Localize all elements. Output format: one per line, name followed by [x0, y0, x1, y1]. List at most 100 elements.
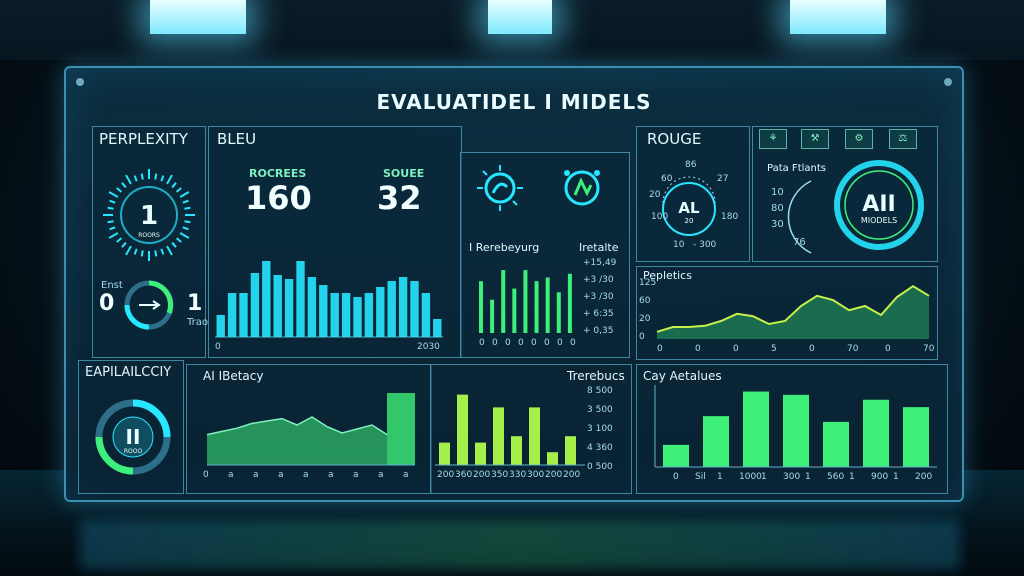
- gauge-tick: [175, 187, 182, 193]
- gauge-tick: [160, 248, 165, 255]
- perplexity-line-panel: Pepletics 125 60 20 0 0 0 0 5 0 70 0 70: [636, 266, 938, 360]
- models-side-tick-3: 30: [771, 219, 784, 230]
- throughput-bar: [547, 452, 558, 465]
- accuracy-line: [206, 416, 388, 436]
- custom-metrics-bar: [663, 444, 689, 467]
- bleu-bar: [227, 293, 237, 337]
- gauge-tick: [116, 187, 123, 193]
- gauge-tick: [107, 206, 114, 210]
- custom-metrics-x-tick: 1000: [739, 472, 762, 482]
- perplexity-line-x-tick: 0: [657, 344, 663, 354]
- custom-metrics-bar-chart: 0 Sil 1 1000 1 300 1 560 1 900 1 200: [654, 385, 937, 482]
- perplexity-line-x-tick: 0: [695, 344, 701, 354]
- mini-chart-x-tick: 0: [531, 338, 537, 348]
- throughput-bar: [511, 436, 522, 465]
- perplexity-line-chart: 125 60 20 0 0 0 0 5 0 70 0 70: [639, 278, 935, 354]
- tool-button-scale[interactable]: ⚖: [889, 129, 917, 149]
- bleu-bar: [433, 319, 442, 337]
- rouge-header: ROUGE: [647, 130, 702, 148]
- gauge-tick: [116, 237, 123, 243]
- screw-icon: [76, 78, 84, 86]
- gauge-tick: [160, 175, 165, 182]
- custom-metrics-x-tick: 1: [761, 472, 767, 482]
- custom-metrics-x-tick: 1: [849, 472, 855, 482]
- gauge-tick: [125, 174, 132, 185]
- throughput-tick: 4 360: [587, 443, 613, 453]
- gauge-tick: [171, 241, 177, 248]
- custom-metrics-x-tick: 900: [871, 472, 888, 482]
- mini-chart-x-tick: 0: [492, 338, 498, 348]
- tool-button-gear[interactable]: ⚙: [845, 129, 873, 149]
- mini-chart-title: I Rerebeyurg: [469, 241, 540, 254]
- tool-button-molecule[interactable]: ⚘: [759, 129, 787, 149]
- mini-bar: [567, 273, 572, 333]
- custom-metrics-x-tick: 200: [915, 472, 932, 482]
- gauge-tick: [171, 182, 177, 189]
- models-ring-sub: MIODELS: [861, 216, 897, 225]
- custom-metrics-bar: [863, 399, 889, 467]
- gauge-tick: [175, 237, 182, 243]
- perplexity-line-x-tick: 0: [733, 344, 739, 354]
- throughput-bar: [475, 442, 486, 465]
- bleu-bar: [262, 261, 271, 337]
- bleu-bar: [364, 293, 374, 337]
- gauge-tick: [109, 199, 116, 204]
- perplexity-gauge: 1 ROORS: [103, 169, 195, 261]
- accuracy-panel: AI IBetacy 0 a a a a a a a a: [186, 364, 432, 494]
- models-side-title: Pata Ftlants: [767, 163, 826, 174]
- mini-chart-x-tick: 0: [570, 338, 576, 348]
- custom-metrics-header: Cay Aetalues: [643, 369, 722, 383]
- throughput-tick: 3 500: [587, 405, 613, 415]
- perplexity-gauge-sub: ROORS: [138, 232, 160, 239]
- ceiling-light-center: [488, 0, 552, 34]
- explainability-gauge-sub: ROOO: [124, 448, 143, 455]
- gauge-tick: [184, 206, 191, 210]
- gauge-tick: [121, 241, 127, 248]
- rouge-panel: ROUGE AL 20 60 86 27 20 100 180 10 - 300: [636, 126, 750, 262]
- tool-button-hammer[interactable]: ⚒: [801, 129, 829, 149]
- models-side-tick-1: 10: [771, 187, 784, 198]
- throughput-bar: [439, 442, 450, 465]
- custom-metrics-bar: [823, 421, 849, 467]
- gauge-tick: [107, 220, 114, 224]
- bleu-bar: [330, 293, 339, 337]
- gauge-tick: [140, 250, 144, 257]
- perplexity-header: PERPLEXITY: [99, 130, 188, 148]
- perplexity-line-y-tick: 125: [639, 278, 656, 288]
- bleu-panel: BLEU ROCREES 160 SOUEE 32 0 2030: [208, 126, 462, 358]
- perplexity-line-x-tick: 5: [771, 344, 777, 354]
- custom-metrics-bar: [903, 407, 929, 467]
- gauge-tick: [133, 175, 138, 182]
- bleu-bar-chart: 0 2030: [215, 261, 443, 352]
- explainability-panel: EAPILAILCCIY II ROOO: [78, 360, 184, 494]
- rouge-top-b: 86: [685, 160, 697, 170]
- rouge-left-b: 100: [651, 212, 668, 222]
- gauge-tick: [125, 245, 132, 256]
- mini-chart-x-tick: 0: [544, 338, 550, 348]
- mini-chart-tick: +15,49: [583, 258, 617, 268]
- accuracy-x-tick: a: [328, 470, 334, 480]
- accuracy-x-tick: a: [403, 470, 409, 480]
- throughput-x-tick: 200: [437, 470, 454, 480]
- accuracy-x-tick: a: [378, 470, 384, 480]
- custom-metrics-bar: [743, 391, 769, 467]
- perplexity-line-series: [656, 285, 930, 333]
- gauge-tick: [133, 248, 138, 255]
- bleu-bar: [307, 277, 317, 337]
- dial-left-label: Enst: [101, 280, 123, 291]
- perplexity-line-y-tick: 60: [639, 296, 651, 306]
- gauge-tick: [179, 191, 190, 198]
- models-ring: AII MIODELS: [834, 160, 924, 250]
- gauge-tick: [184, 220, 191, 224]
- gauge-tick: [109, 226, 116, 231]
- gauge-tick: [166, 245, 173, 256]
- throughput-bar: [529, 407, 540, 465]
- mini-bar-chart: +15,49+3 /30+3 /30+ 6:35+ 0,350 0 0 0 0 0 0 0: [479, 258, 617, 348]
- mini-bar: [556, 292, 561, 333]
- gauge-tick: [108, 191, 119, 198]
- mini-bar: [545, 277, 550, 333]
- mini-bar: [512, 288, 517, 333]
- rouge-ring-label: AL: [678, 199, 700, 217]
- bleu-bar: [296, 261, 305, 337]
